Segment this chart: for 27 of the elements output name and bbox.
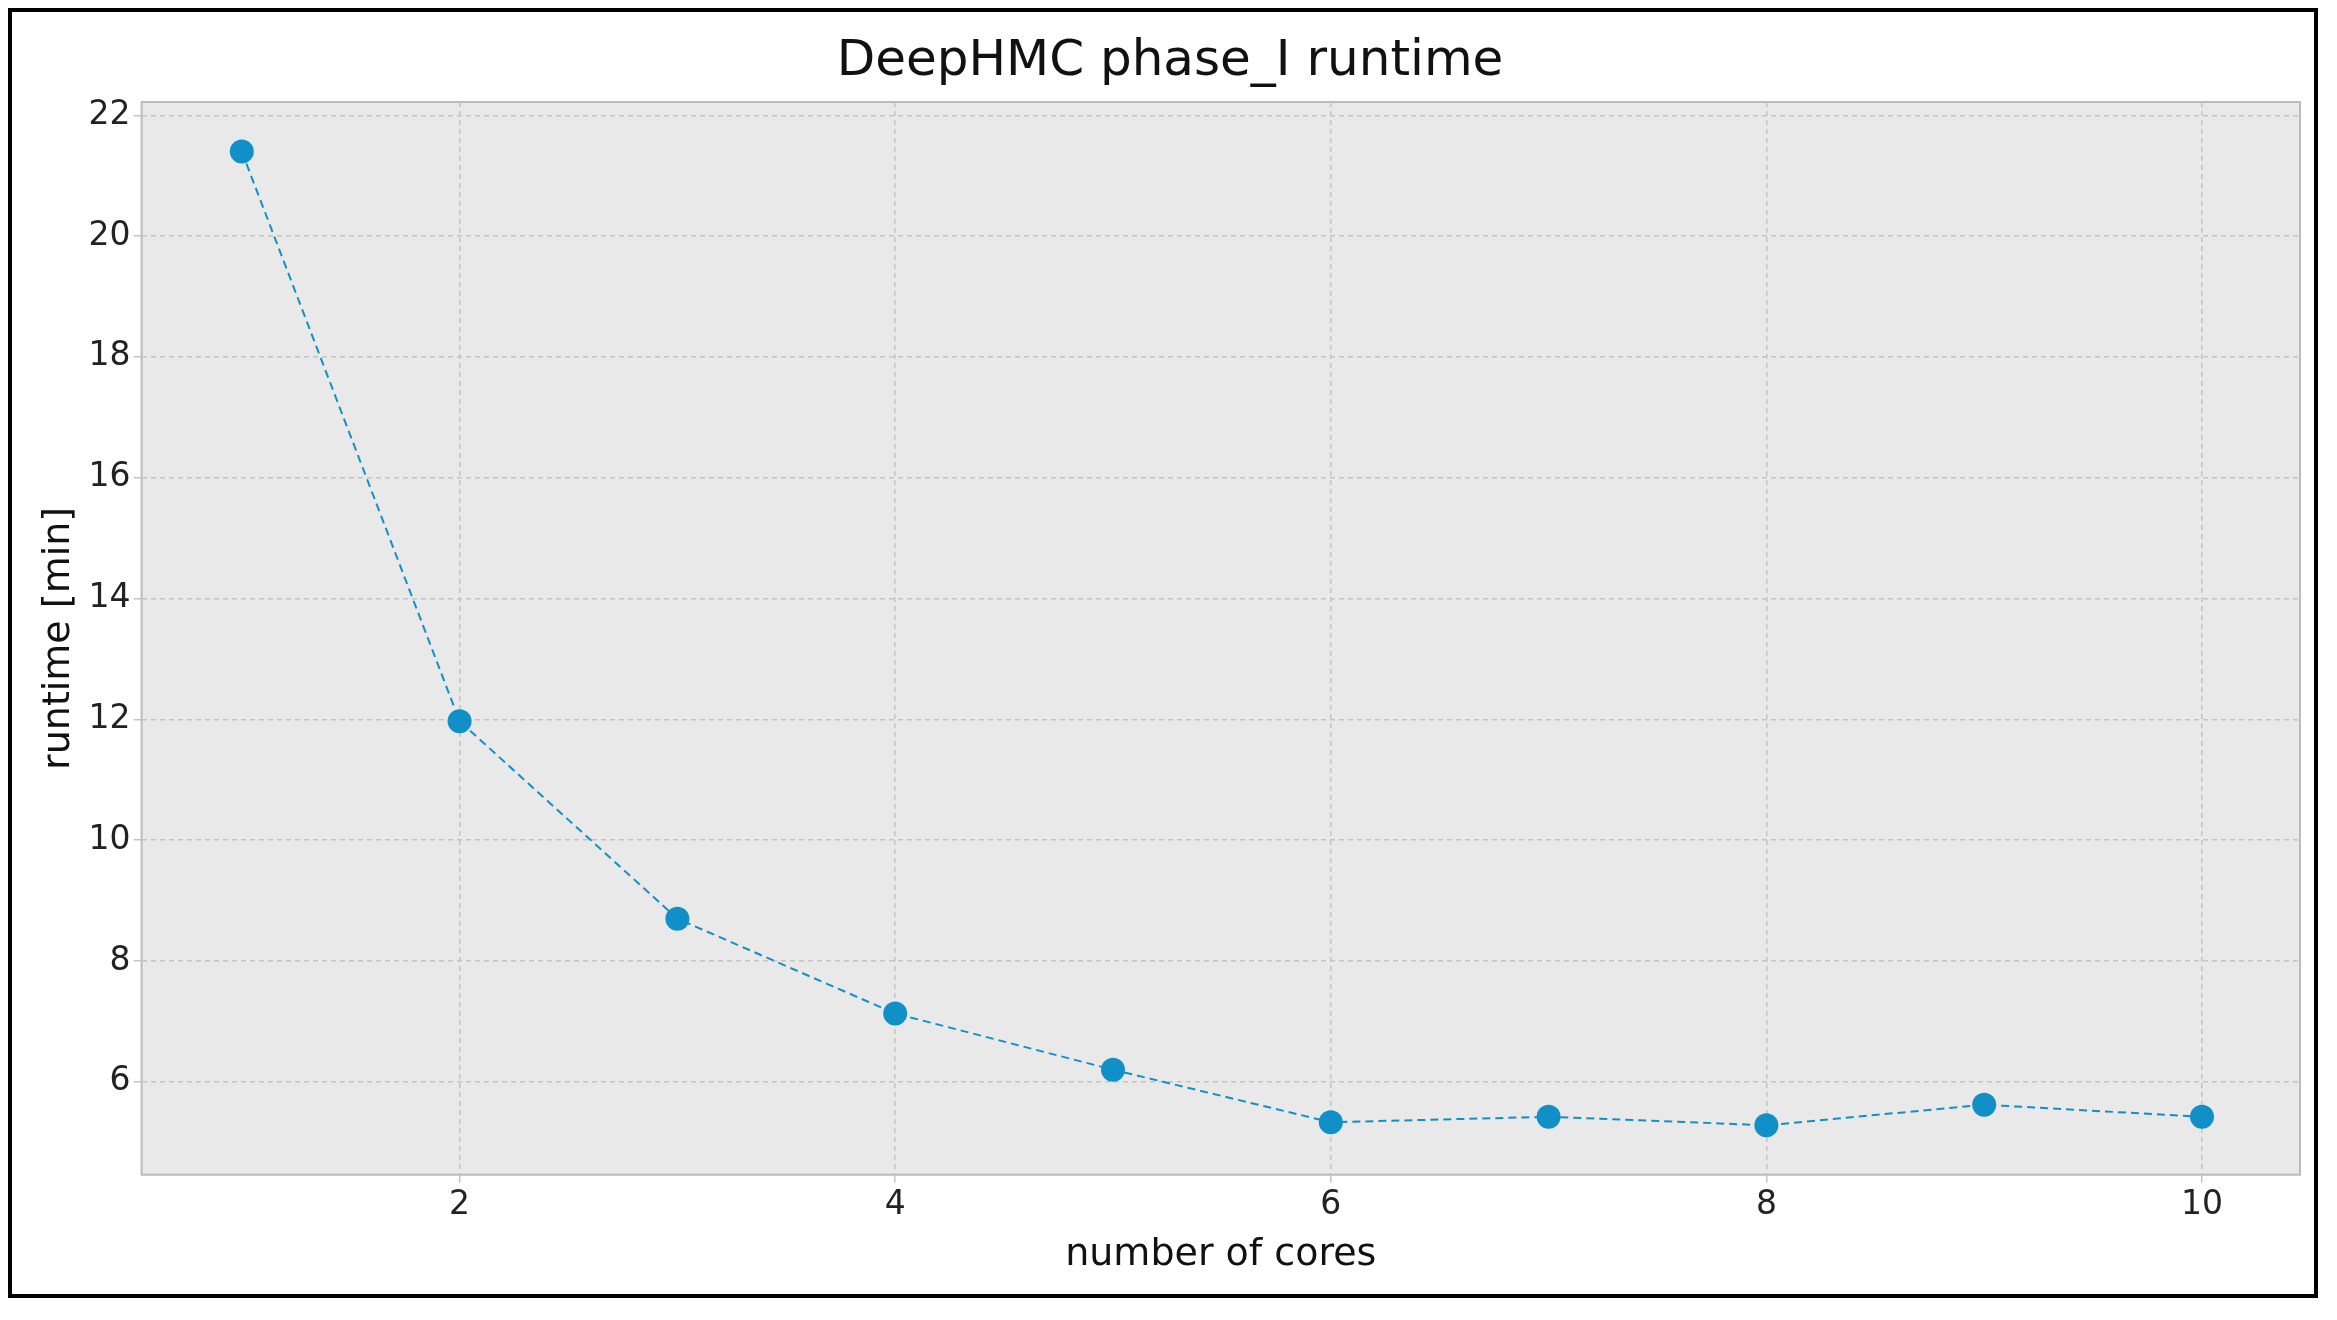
point [1100,1057,1125,1082]
point [1536,1104,1561,1129]
point [1318,1110,1343,1135]
point [1754,1113,1779,1138]
x-axis-title: number of cores [1065,1230,1377,1275]
x-tick-label: 2 [449,1183,471,1223]
y-tick-label: 20 [88,213,131,253]
chart-title: DeepHMC phase_I runtime [836,28,1504,87]
point [447,709,472,734]
y-tick-label: 10 [88,817,131,857]
y-tick-label: 18 [88,334,131,374]
y-tick-label: 8 [109,938,131,978]
y-tick-label: 12 [88,696,131,736]
y-tick-label: 6 [109,1059,131,1099]
point [229,139,254,164]
x-tick-label: 10 [2180,1183,2223,1223]
y-tick-label: 14 [88,576,131,616]
point [2189,1104,2214,1129]
x-tick-label: 4 [884,1183,906,1223]
point [883,1001,908,1026]
x-tick-label: 6 [1320,1183,1342,1223]
point [1972,1092,1997,1117]
y-axis-title: runtime [min] [33,506,78,770]
x-tick-label: 8 [1755,1183,1777,1223]
y-tick-label: 16 [88,455,131,495]
point [665,906,690,931]
y-tick-label: 22 [88,92,131,132]
